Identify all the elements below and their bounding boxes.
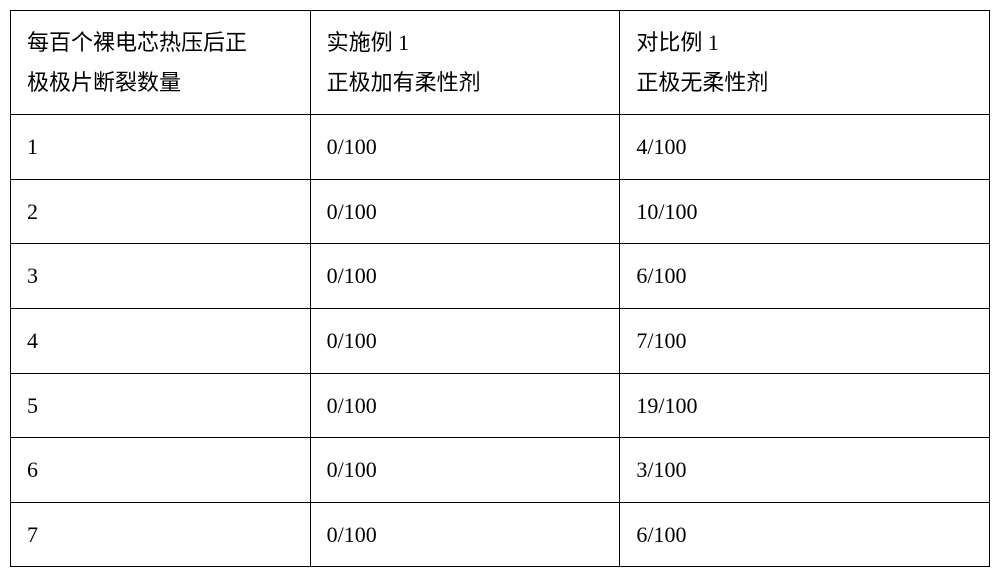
header-text-2-line2: 正极无柔性剂: [636, 63, 973, 103]
cell-0-0: 1: [11, 115, 311, 180]
cell-2-2: 6/100: [620, 244, 990, 309]
cell-0-1: 0/100: [310, 115, 620, 180]
cell-3-2: 7/100: [620, 308, 990, 373]
cell-3-1: 0/100: [310, 308, 620, 373]
header-text-2-line1: 对比例 1: [636, 23, 973, 63]
header-text-1-line2: 正极加有柔性剂: [327, 63, 604, 103]
cell-2-0: 3: [11, 244, 311, 309]
cell-5-1: 0/100: [310, 438, 620, 503]
table-row: 1 0/100 4/100: [11, 115, 990, 180]
cell-0-2: 4/100: [620, 115, 990, 180]
cell-3-0: 4: [11, 308, 311, 373]
table-row: 7 0/100 6/100: [11, 502, 990, 567]
table-row: 6 0/100 3/100: [11, 438, 990, 503]
table-row: 4 0/100 7/100: [11, 308, 990, 373]
cell-6-0: 7: [11, 502, 311, 567]
cell-4-0: 5: [11, 373, 311, 438]
data-table: 每百个裸电芯热压后正 极极片断裂数量 实施例 1 正极加有柔性剂 对比例 1 正…: [10, 10, 990, 567]
header-text-0-line2: 极极片断裂数量: [27, 63, 294, 103]
table-header-row: 每百个裸电芯热压后正 极极片断裂数量 实施例 1 正极加有柔性剂 对比例 1 正…: [11, 11, 990, 115]
table-body: 每百个裸电芯热压后正 极极片断裂数量 实施例 1 正极加有柔性剂 对比例 1 正…: [11, 11, 990, 567]
table-row: 2 0/100 10/100: [11, 179, 990, 244]
cell-5-2: 3/100: [620, 438, 990, 503]
cell-6-2: 6/100: [620, 502, 990, 567]
header-cell-2: 对比例 1 正极无柔性剂: [620, 11, 990, 115]
header-text-0-line1: 每百个裸电芯热压后正: [27, 23, 294, 63]
cell-5-0: 6: [11, 438, 311, 503]
cell-1-1: 0/100: [310, 179, 620, 244]
cell-1-2: 10/100: [620, 179, 990, 244]
header-cell-1: 实施例 1 正极加有柔性剂: [310, 11, 620, 115]
cell-4-1: 0/100: [310, 373, 620, 438]
cell-2-1: 0/100: [310, 244, 620, 309]
cell-6-1: 0/100: [310, 502, 620, 567]
table-row: 3 0/100 6/100: [11, 244, 990, 309]
table-row: 5 0/100 19/100: [11, 373, 990, 438]
cell-1-0: 2: [11, 179, 311, 244]
header-cell-0: 每百个裸电芯热压后正 极极片断裂数量: [11, 11, 311, 115]
cell-4-2: 19/100: [620, 373, 990, 438]
header-text-1-line1: 实施例 1: [327, 23, 604, 63]
